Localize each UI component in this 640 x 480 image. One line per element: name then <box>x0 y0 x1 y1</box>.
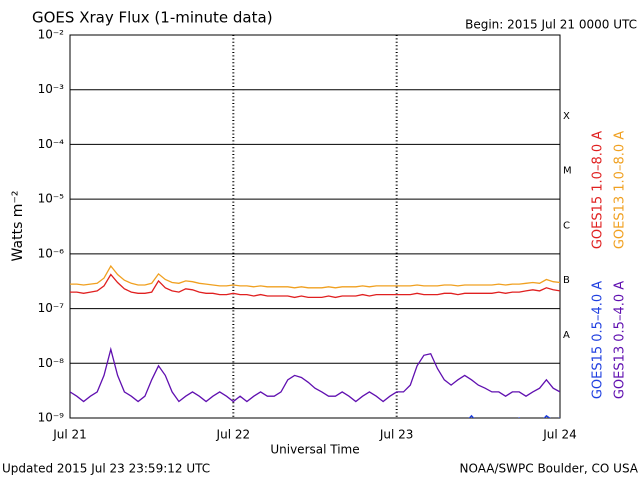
series-line <box>70 273 560 299</box>
y-tick-label: 10⁻⁸ <box>38 356 65 370</box>
flare-class-label: A <box>563 330 570 341</box>
plot-frame <box>69 34 561 419</box>
x-axis-label: Universal Time <box>270 443 359 457</box>
legend-entry: GOES13 1.0–8.0 A <box>613 131 628 249</box>
flare-class-label: M <box>563 166 572 177</box>
y-axis-label: Watts m⁻² <box>10 191 26 262</box>
y-tick-label: 10⁻⁷ <box>38 301 65 315</box>
legend-entry: GOES13 0.5–4.0 A <box>613 281 628 399</box>
series-line <box>70 264 560 289</box>
y-tick-label: 10⁻⁵ <box>38 192 65 206</box>
credit: NOAA/SWPC Boulder, CO USA <box>460 462 639 476</box>
x-tick-label: Jul 24 <box>542 428 577 442</box>
x-tick-label: Jul 23 <box>379 428 414 442</box>
chart-title: GOES Xray Flux (1-minute data) <box>32 9 273 27</box>
y-tick-label: 10⁻⁶ <box>38 246 65 260</box>
x-tick-label: Jul 22 <box>216 428 251 442</box>
updated-time: Updated 2015 Jul 23 23:59:12 UTC <box>2 462 210 476</box>
flare-class-label: X <box>563 111 570 122</box>
legend-entry: GOES15 0.5–4.0 A <box>591 281 606 399</box>
y-tick-label: 10⁻⁹ <box>38 411 65 425</box>
plot-area <box>70 264 560 418</box>
series-line <box>70 346 560 403</box>
x-tick-label: Jul 21 <box>52 428 87 442</box>
flare-class-label: B <box>563 275 570 286</box>
y-tick-label: 10⁻² <box>38 28 65 42</box>
legend-entry: GOES15 1.0–8.0 A <box>591 131 606 249</box>
flare-class-label: C <box>563 220 570 231</box>
begin-time: Begin: 2015 Jul 21 0000 UTC <box>465 18 637 32</box>
y-tick-label: 10⁻³ <box>38 82 65 96</box>
y-tick-label: 10⁻⁴ <box>38 137 65 151</box>
